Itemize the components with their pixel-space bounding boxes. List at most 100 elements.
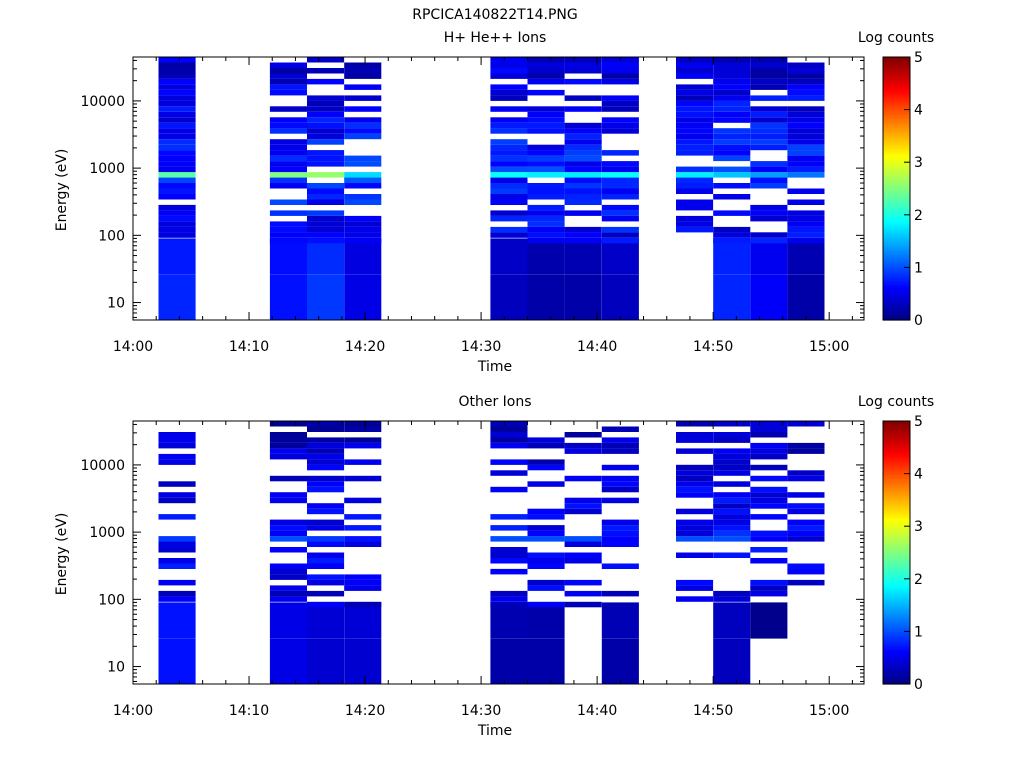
colorbar-swatch [883,94,910,98]
colorbar-label: Log counts [858,30,934,46]
colorbar-swatch [883,548,910,551]
heatmap-cell [787,475,825,482]
heatmap-cell [713,139,751,145]
heatmap-cell [269,590,307,597]
x-tick-label: 14:50 [693,703,733,719]
heatmap-cell [564,139,602,145]
heatmap-cell [564,128,602,134]
heatmap-cell [527,274,565,320]
heatmap-cell [269,210,307,216]
colorbar-swatch [883,517,910,521]
x-tick-label: 14:10 [229,339,269,355]
heatmap-cell [787,122,825,129]
heatmap-cell [490,596,528,602]
heatmap-cell [787,215,825,222]
colorbar-swatch [883,153,910,157]
colorbar-swatch [883,633,910,637]
heatmap-cell [601,177,639,183]
colorbar-swatch [883,556,910,560]
heatmap-cell [564,226,602,233]
heatmap-cell [527,530,565,537]
heatmap-cell [676,475,714,482]
colorbar-swatch [883,515,910,519]
colorbar-swatch [883,210,910,214]
heatmap-cell [527,437,565,443]
heatmap-cell [490,128,528,134]
heatmap-cell [158,106,196,112]
colorbar-swatch [883,677,910,681]
heatmap-cell [158,492,196,498]
heatmap-cell [713,117,751,123]
colorbar-swatch [883,208,910,212]
heatmap-cell [158,73,196,79]
colorbar-swatch [883,247,910,251]
heatmap-cell [269,563,307,569]
heatmap-cell [750,117,788,123]
heatmap-cell [269,117,307,123]
heatmap-cell [307,503,345,509]
colorbar-swatch [883,311,910,315]
colorbar-swatch [883,103,910,106]
colorbar-swatch [883,241,910,244]
heatmap-cell [490,166,528,173]
heatmap-cell [158,481,196,487]
heatmap-cell [269,73,307,79]
heatmap-cell [713,596,751,602]
heatmap-cell [344,437,382,443]
y-tick-label: 100 [98,228,125,244]
heatmap-cell [490,172,528,178]
colorbar-swatch [883,89,910,93]
colorbar-tick-label: 3 [914,155,923,171]
colorbar-swatch [883,543,910,547]
heatmap-cell [676,106,714,112]
colorbar-swatch [883,475,910,479]
heatmap-cell [564,432,602,438]
heatmap-cell [676,95,714,101]
colorbar-swatch [883,629,910,632]
colorbar-swatch [883,85,910,89]
heatmap-cell [601,638,639,684]
colorbar-swatch [883,304,910,308]
heatmap-cell [158,144,196,151]
heatmap-cell [158,166,196,173]
heatmap-cell [676,437,714,443]
colorbar-swatch [883,447,910,451]
heatmap-cell [750,453,788,460]
heatmap-cell [158,437,196,443]
colorbar-swatch [883,177,910,181]
heatmap-cell [601,541,639,547]
heatmap-cell [787,188,825,194]
colorbar-swatch [883,499,910,503]
heatmap-cell [490,232,528,238]
heatmap-cell [490,590,528,597]
colorbar-swatch [883,313,910,317]
heatmap-cell [158,596,196,602]
colorbar-swatch [883,570,910,573]
colorbar-swatch [883,591,910,595]
colorbar-swatch [883,284,910,288]
heatmap-cell [713,453,751,460]
heatmap-cell [750,492,788,498]
colorbar-swatch [883,199,910,203]
colorbar-swatch [883,513,910,516]
heatmap-cell [158,514,196,520]
heatmap-cell [344,525,382,531]
heatmap-cell [527,558,565,564]
heatmap-cell [750,172,788,178]
colorbar-swatch [883,135,910,139]
heatmap-cell [787,519,825,526]
heatmap-cell [601,100,639,107]
colorbar-swatch [883,57,910,60]
heatmap-cell [527,226,565,233]
colorbar-swatch [883,469,910,473]
colorbar-swatch [883,545,910,549]
colorbar-swatch [883,317,910,321]
colorbar-tick-label: 2 [914,572,923,588]
colorbar-swatch [883,70,910,73]
heatmap-cell [344,536,382,542]
heatmap-cell [307,453,345,460]
heatmap-cell [158,204,196,211]
heatmap-cell [269,453,307,460]
heatmap-cell [750,530,788,537]
heatmap-cell [158,536,196,542]
